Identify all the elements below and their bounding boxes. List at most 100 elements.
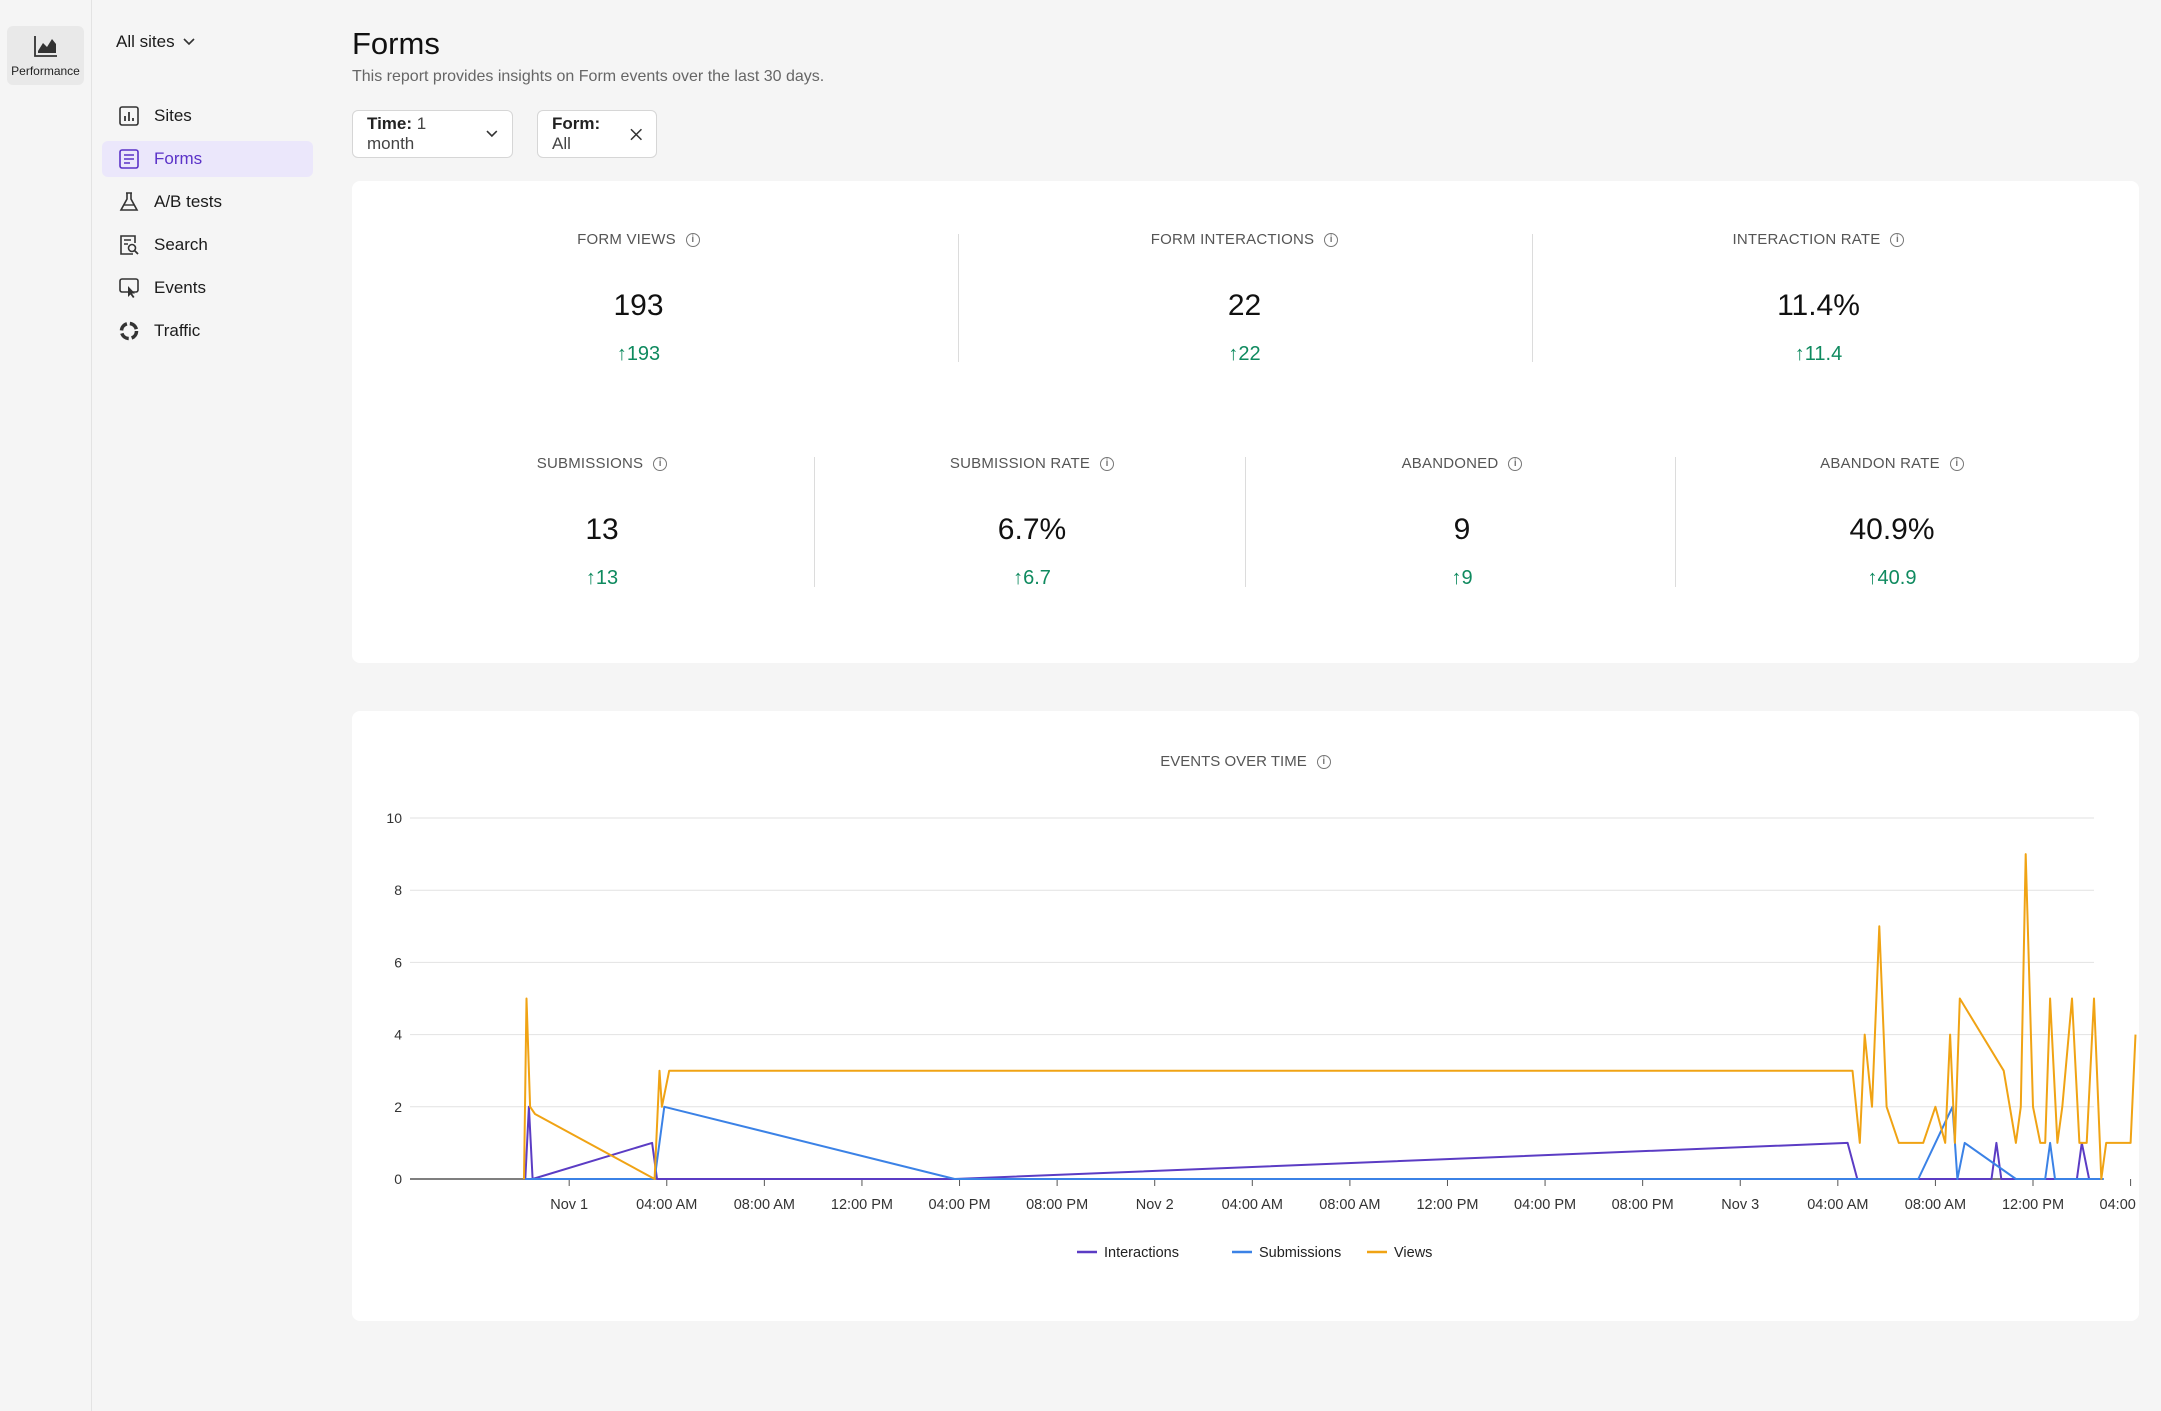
x-tick-label: 04:00 PM [928, 1197, 990, 1213]
metric-value: 9 [1453, 513, 1471, 546]
form-icon [119, 149, 139, 169]
metric-delta-value: 11.4 [1804, 343, 1843, 365]
nav-list: Sites Forms A/B tests Search Events Traf… [102, 98, 313, 356]
metric-delta: ↑11.4 [1532, 343, 2105, 366]
bar-chart-icon [119, 106, 139, 126]
metric-delta: ↑6.7 [782, 567, 1282, 590]
metric-submission-rate: SUBMISSION RATE i 6.7% ↑6.7 [782, 455, 1282, 590]
info-icon[interactable]: i [1949, 456, 1964, 471]
info-icon[interactable]: i [1890, 232, 1905, 247]
nav-item-label: Search [154, 235, 208, 254]
metric-value: 11.4% [1777, 289, 1860, 322]
form-filter-key: Form: [552, 114, 601, 133]
divider [814, 457, 815, 587]
arrow-up-icon: ↑ [1013, 567, 1024, 589]
divider [958, 234, 959, 362]
metric-label: FORM VIEWS [577, 231, 676, 248]
close-icon[interactable] [630, 128, 642, 141]
info-icon[interactable]: i [685, 232, 700, 247]
metric-delta: ↑193 [352, 343, 925, 366]
y-tick-label: 2 [394, 1099, 402, 1115]
metric-label: ABANDON RATE [1820, 455, 1940, 472]
nav-item-traffic[interactable]: Traffic [102, 313, 313, 349]
x-tick-label: 08:00 PM [1026, 1197, 1088, 1213]
metric-value: 6.7% [997, 513, 1067, 546]
flask-icon [119, 192, 139, 211]
events-chart-card: EVENTS OVER TIME i 0 2 4 6 8 10 Nov 1 04:00 AM 08… [352, 711, 2139, 1321]
app-rail: Performance [0, 0, 92, 1411]
x-tick-label: 04:00 AM [636, 1197, 697, 1213]
x-tick-label: 12:00 PM [831, 1197, 893, 1213]
y-tick-label: 6 [394, 954, 402, 970]
performance-label: Performance [11, 63, 80, 78]
series-line-views [523, 853, 2137, 1180]
metric-form-views: FORM VIEWS i 193 ↑193 [352, 231, 925, 366]
chart-area-icon [33, 35, 57, 57]
nav-item-search[interactable]: Search [102, 227, 313, 263]
nav-item-label: Sites [154, 106, 192, 125]
info-icon[interactable]: i [653, 456, 668, 471]
metric-delta-value: 13 [595, 567, 619, 589]
info-icon[interactable]: i [1324, 232, 1339, 247]
metric-abandoned: ABANDONED i 9 ↑9 [1212, 455, 1712, 590]
nav-item-forms[interactable]: Forms [102, 141, 313, 177]
page-subtitle: This report provides insights on Form ev… [352, 68, 825, 85]
metric-value: 193 [613, 289, 664, 322]
form-filter-value: All [552, 134, 571, 153]
legend-label-views: Views [1394, 1245, 1432, 1261]
arrow-up-icon: ↑ [1228, 343, 1239, 365]
metric-value: 13 [585, 513, 619, 546]
events-icon [119, 278, 139, 298]
metric-delta: ↑9 [1212, 567, 1712, 590]
nav-item-ab-tests[interactable]: A/B tests [102, 184, 313, 220]
metric-value: 40.9% [1849, 513, 1935, 546]
chevron-down-icon [183, 38, 195, 46]
info-icon[interactable]: i [1508, 456, 1523, 471]
metrics-card: FORM VIEWS i 193 ↑193 FORM INTERACTIONS i … [352, 181, 2139, 663]
x-tick-label: 12:00 PM [2002, 1197, 2064, 1213]
form-filter[interactable]: Form: All [537, 110, 657, 158]
metric-label: SUBMISSIONS [536, 455, 644, 472]
nav-item-events[interactable]: Events [102, 270, 313, 306]
y-tick-label: 8 [394, 882, 402, 898]
metric-interaction-rate: INTERACTION RATE i 11.4% ↑11.4 [1532, 231, 2105, 366]
nav-item-label: Events [154, 278, 206, 297]
nav-item-sites[interactable]: Sites [102, 98, 313, 134]
chart-title: EVENTS OVER TIME i [352, 753, 2139, 770]
nav-item-label: Traffic [154, 321, 201, 340]
arrow-up-icon: ↑ [1867, 567, 1878, 589]
arrow-up-icon: ↑ [585, 567, 596, 589]
time-filter[interactable]: Time: 1 month [352, 110, 513, 158]
nav-item-label: Forms [154, 149, 203, 168]
info-icon[interactable]: i [1316, 754, 1331, 769]
site-selector-label: All sites [116, 32, 175, 51]
metric-label: SUBMISSION RATE [949, 455, 1091, 472]
divider [1532, 234, 1533, 362]
metric-delta: ↑13 [352, 567, 852, 590]
arrow-up-icon: ↑ [616, 343, 627, 365]
metric-delta-value: 22 [1238, 343, 1261, 365]
metric-delta-value: 9 [1461, 567, 1473, 589]
series-line-submissions [525, 1105, 2104, 1180]
y-tick-label: 10 [386, 810, 402, 826]
events-over-time-chart: 0 2 4 6 8 10 Nov 1 04:00 AM 08:00 AM 12:00 PM 04:0… [386, 810, 2139, 1261]
site-selector[interactable]: All sites [116, 32, 195, 52]
time-filter-key: Time: [367, 114, 413, 133]
x-tick-label: 08:00 PM [1612, 1197, 1674, 1213]
series-line-interactions [524, 1105, 2091, 1180]
chevron-down-icon [486, 130, 498, 138]
metric-delta: ↑40.9 [1642, 567, 2142, 590]
traffic-icon [119, 321, 139, 341]
x-tick-label: 04:00 PM [2100, 1197, 2139, 1213]
metric-delta-value: 6.7 [1023, 567, 1051, 589]
metric-delta-value: 193 [626, 343, 661, 365]
x-tick-label: 08:00 AM [1905, 1197, 1966, 1213]
performance-rail-button[interactable]: Performance [7, 26, 84, 85]
metric-label: FORM INTERACTIONS [1150, 231, 1315, 248]
y-tick-label: 4 [394, 1027, 402, 1043]
metric-form-interactions: FORM INTERACTIONS i 22 ↑22 [958, 231, 1531, 366]
info-icon[interactable]: i [1100, 456, 1115, 471]
metric-delta: ↑22 [958, 343, 1531, 366]
divider [1675, 457, 1676, 587]
time-filter-value: 1 month [367, 114, 427, 153]
